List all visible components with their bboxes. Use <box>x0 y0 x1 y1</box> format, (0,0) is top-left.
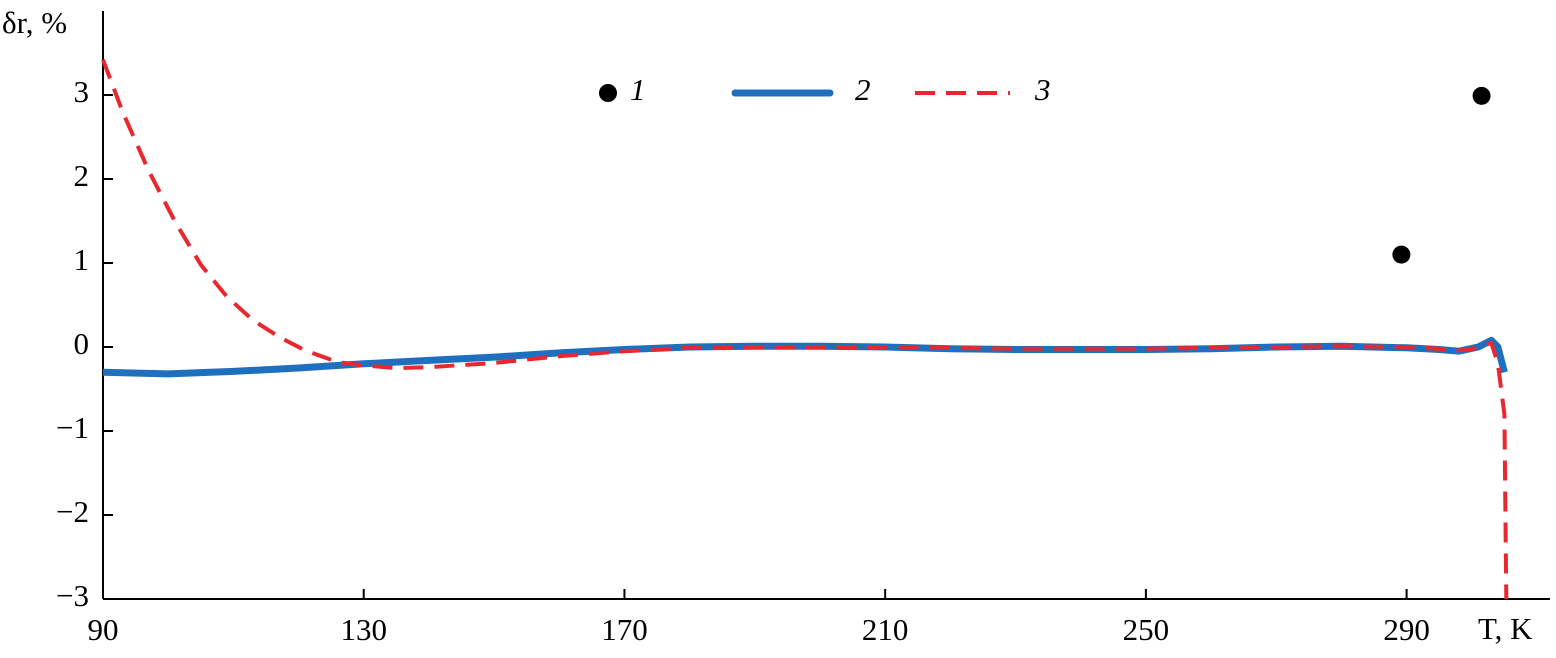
y-tick-label: −1 <box>56 410 89 445</box>
x-axis-label: T, K <box>1478 611 1533 646</box>
y-axis-label: δr, % <box>2 5 67 40</box>
y-tick-label: 2 <box>74 158 90 193</box>
data-line <box>101 58 1509 600</box>
x-tick-label: 250 <box>1123 612 1170 647</box>
y-tick-label: 3 <box>74 74 90 109</box>
y-tick-label: −2 <box>56 494 89 529</box>
y-tick-label: −3 <box>56 578 89 613</box>
legend-marker <box>599 84 617 102</box>
data-point <box>1472 86 1491 105</box>
x-tick-label: 210 <box>862 612 909 647</box>
x-tick-label: 290 <box>1383 612 1430 647</box>
legend-label: 3 <box>1034 72 1051 107</box>
data-point <box>1392 245 1411 264</box>
legend-label: 2 <box>855 72 871 107</box>
x-tick-label: 170 <box>601 612 648 647</box>
x-tick-label: 90 <box>88 612 119 647</box>
legend-label: 1 <box>630 72 646 107</box>
y-tick-label: 1 <box>74 242 90 277</box>
x-tick-label: 130 <box>340 612 387 647</box>
y-tick-label: 0 <box>74 326 90 361</box>
data-line <box>102 336 1508 378</box>
